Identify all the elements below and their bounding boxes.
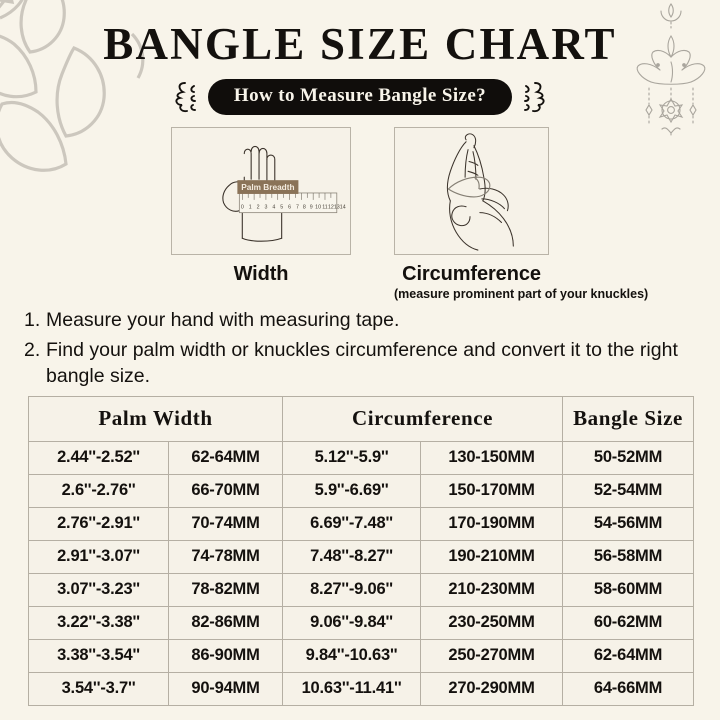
circumference-illustration-frame <box>394 127 549 255</box>
table-cell: 250-270MM <box>419 639 564 673</box>
table-cell: 60-62MM <box>562 606 695 640</box>
table-row: 3.54''-3.7'' 90-94MM 10.63''-11.41'' 270-29… <box>28 672 695 706</box>
table-cell: 78-82MM <box>168 573 283 607</box>
step-text: Measure your hand with measuring tape. <box>46 309 400 331</box>
svg-text:11: 11 <box>322 205 328 211</box>
table-row: 3.22''-3.38'' 82-86MM 9.06''-9.84'' 230-250… <box>28 606 695 640</box>
figure-width-caption: Width <box>233 263 289 285</box>
badge-label: How to Measure Bangle Size? <box>207 79 513 115</box>
table-row: 2.6''-2.76'' 66-70MM 5.9''-6.69'' 150-170MM… <box>28 474 695 508</box>
table-cell: 86-90MM <box>168 639 283 673</box>
table-row: 3.38''-3.54'' 86-90MM 9.84''-10.63'' 250-27… <box>28 639 695 673</box>
bangle-size-table: Palm Width Circumference Bangle Size 2.4… <box>28 396 695 706</box>
svg-text:2: 2 <box>257 205 260 211</box>
table-cell: 70-74MM <box>168 507 283 541</box>
table-row: 2.76''-2.91'' 70-74MM 6.69''-7.48'' 170-190… <box>28 507 695 541</box>
table-cell: 6.69''-7.48'' <box>282 507 421 541</box>
list-item: 2. Find your palm width or knuckles circ… <box>24 338 696 390</box>
svg-text:10: 10 <box>315 205 321 211</box>
table-cell: 90-94MM <box>168 672 283 706</box>
table-cell: 2.91''-3.07'' <box>28 540 169 574</box>
step-text: Find your palm width or knuckles circumf… <box>46 338 678 387</box>
table-cell: 150-170MM <box>419 474 564 508</box>
table-cell: 54-56MM <box>562 507 695 541</box>
svg-text:14: 14 <box>340 205 346 211</box>
table-cell: 230-250MM <box>419 606 564 640</box>
svg-text:9: 9 <box>310 205 313 211</box>
table-cell: 3.54''-3.7'' <box>28 672 169 706</box>
table-cell: 74-78MM <box>168 540 283 574</box>
column-header-bangle-size: Bangle Size <box>562 396 695 442</box>
table-cell: 270-290MM <box>419 672 564 706</box>
svg-text:1: 1 <box>249 205 252 211</box>
svg-text:Palm Breadth: Palm Breadth <box>241 183 294 192</box>
svg-text:8: 8 <box>303 205 306 211</box>
figure-circumference-subcaption: (measure prominent part of your knuckles… <box>394 287 649 301</box>
table-cell: 62-64MM <box>168 441 283 475</box>
page-title: BANGLE SIZE CHART <box>103 19 617 69</box>
table-cell: 82-86MM <box>168 606 283 640</box>
table-cell: 64-66MM <box>562 672 695 706</box>
table-cell: 7.48''-8.27'' <box>282 540 421 574</box>
table-row: 3.07''-3.23'' 78-82MM 8.27''-9.06'' 210-230… <box>28 573 695 607</box>
figure-circumference: Circumference (measure prominent part of… <box>394 127 649 301</box>
table-cell: 50-52MM <box>562 441 695 475</box>
flourish-left-icon <box>175 81 196 112</box>
svg-text:13: 13 <box>334 205 340 211</box>
table-cell: 10.63''-11.41'' <box>282 672 421 706</box>
svg-text:5: 5 <box>280 205 283 211</box>
table-cell: 52-54MM <box>562 474 695 508</box>
table-cell: 170-190MM <box>419 507 564 541</box>
table-cell: 62-64MM <box>562 639 695 673</box>
figure-circumference-caption: Circumference <box>402 263 541 285</box>
table-cell: 190-210MM <box>419 540 564 574</box>
flourish-right-icon <box>524 81 545 112</box>
hand-with-tape-around-knuckles-icon <box>446 133 514 251</box>
table-cell: 3.07''-3.23'' <box>28 573 169 607</box>
column-header-circumference: Circumference <box>281 396 564 442</box>
table-cell: 56-58MM <box>562 540 695 574</box>
svg-text:4: 4 <box>272 205 275 211</box>
svg-text:0: 0 <box>241 205 244 211</box>
table-cell: 66-70MM <box>168 474 283 508</box>
table-row: 2.44''-2.52'' 62-64MM 5.12''-5.9'' 130-150M… <box>28 441 695 475</box>
table-cell: 5.9''-6.69'' <box>282 474 421 508</box>
table-cell: 130-150MM <box>419 441 564 475</box>
column-header-palm-width: Palm Width <box>28 396 283 442</box>
table-row: 2.91''-3.07'' 74-78MM 7.48''-8.27'' 190-210… <box>28 540 695 574</box>
table-cell: 3.38''-3.54'' <box>28 639 169 673</box>
svg-text:7: 7 <box>296 205 299 211</box>
table-cell: 9.06''-9.84'' <box>282 606 421 640</box>
step-number: 1. <box>24 309 41 331</box>
table-cell: 2.44''-2.52'' <box>28 441 169 475</box>
step-number: 2. <box>24 338 41 361</box>
table-cell: 2.76''-2.91'' <box>28 507 169 541</box>
table-cell: 9.84''-10.63'' <box>282 639 421 673</box>
instruction-list: 1. Measure your hand with measuring tape… <box>24 308 696 394</box>
svg-text:6: 6 <box>288 205 291 211</box>
table-header-row: Palm Width Circumference Bangle Size <box>28 396 695 442</box>
how-to-measure-banner: How to Measure Bangle Size? <box>0 79 720 115</box>
svg-text:12: 12 <box>328 205 334 211</box>
table-cell: 3.22''-3.38'' <box>28 606 169 640</box>
table-cell: 2.6''-2.76'' <box>28 474 169 508</box>
table-cell: 5.12''-5.9'' <box>282 441 421 475</box>
table-cell: 210-230MM <box>419 573 564 607</box>
table-cell: 58-60MM <box>562 573 695 607</box>
list-item: 1. Measure your hand with measuring tape… <box>24 308 696 334</box>
svg-text:3: 3 <box>264 205 267 211</box>
table-cell: 8.27''-9.06'' <box>282 573 421 607</box>
